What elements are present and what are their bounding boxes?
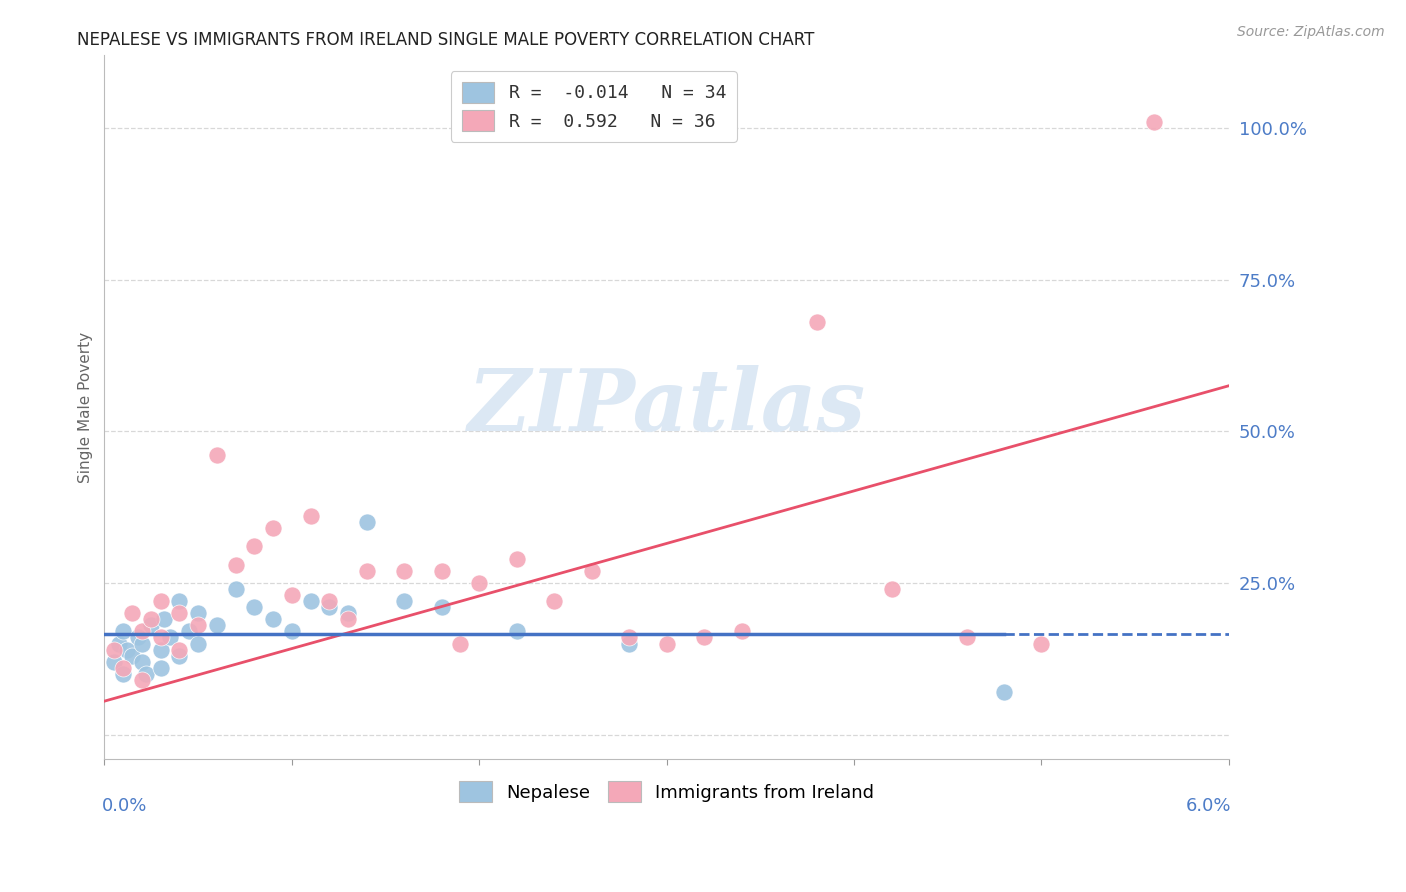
Point xyxy=(506,624,529,639)
Point xyxy=(131,636,153,650)
Point xyxy=(108,636,131,650)
Point xyxy=(131,673,153,687)
Point xyxy=(337,612,360,626)
Point xyxy=(159,631,181,645)
Point xyxy=(430,564,453,578)
Point xyxy=(112,624,135,639)
Point xyxy=(730,624,752,639)
Point xyxy=(318,594,340,608)
Point xyxy=(299,509,322,524)
Point xyxy=(225,582,247,596)
Point xyxy=(103,642,125,657)
Legend: Nepalese, Immigrants from Ireland: Nepalese, Immigrants from Ireland xyxy=(451,774,882,810)
Point xyxy=(581,564,603,578)
Point xyxy=(1031,636,1053,650)
Point xyxy=(430,600,453,615)
Point xyxy=(506,551,529,566)
Point xyxy=(299,594,322,608)
Point xyxy=(693,631,716,645)
Point xyxy=(115,642,138,657)
Point xyxy=(356,564,378,578)
Point xyxy=(806,315,828,329)
Point xyxy=(262,612,284,626)
Point xyxy=(243,600,266,615)
Point xyxy=(121,606,143,620)
Text: 6.0%: 6.0% xyxy=(1185,797,1232,815)
Point xyxy=(318,600,340,615)
Text: 0.0%: 0.0% xyxy=(103,797,148,815)
Y-axis label: Single Male Poverty: Single Male Poverty xyxy=(79,332,93,483)
Point xyxy=(993,685,1015,699)
Point xyxy=(135,666,157,681)
Point xyxy=(149,594,172,608)
Point xyxy=(394,564,416,578)
Point xyxy=(141,612,163,626)
Point xyxy=(169,594,191,608)
Point xyxy=(281,588,304,602)
Point xyxy=(149,631,172,645)
Point xyxy=(617,631,640,645)
Point xyxy=(205,449,228,463)
Point xyxy=(617,636,640,650)
Point xyxy=(112,666,135,681)
Point xyxy=(169,648,191,663)
Point xyxy=(880,582,903,596)
Point xyxy=(187,636,209,650)
Point xyxy=(187,618,209,632)
Point xyxy=(149,661,172,675)
Point xyxy=(243,540,266,554)
Point xyxy=(955,631,977,645)
Point xyxy=(131,624,153,639)
Point xyxy=(131,655,153,669)
Point xyxy=(112,661,135,675)
Point xyxy=(127,631,149,645)
Point xyxy=(121,648,143,663)
Point xyxy=(141,618,163,632)
Text: ZIPatlas: ZIPatlas xyxy=(468,365,866,449)
Point xyxy=(1143,115,1166,129)
Point xyxy=(103,655,125,669)
Point xyxy=(337,606,360,620)
Point xyxy=(149,642,172,657)
Point xyxy=(169,606,191,620)
Point xyxy=(205,618,228,632)
Point xyxy=(169,642,191,657)
Point xyxy=(262,521,284,535)
Point xyxy=(468,575,491,590)
Point xyxy=(153,612,176,626)
Point xyxy=(177,624,200,639)
Point xyxy=(543,594,565,608)
Point xyxy=(356,515,378,529)
Text: Source: ZipAtlas.com: Source: ZipAtlas.com xyxy=(1237,25,1385,39)
Point xyxy=(225,558,247,572)
Point xyxy=(281,624,304,639)
Point xyxy=(450,636,472,650)
Point xyxy=(187,606,209,620)
Text: NEPALESE VS IMMIGRANTS FROM IRELAND SINGLE MALE POVERTY CORRELATION CHART: NEPALESE VS IMMIGRANTS FROM IRELAND SING… xyxy=(77,31,814,49)
Point xyxy=(655,636,678,650)
Point xyxy=(394,594,416,608)
